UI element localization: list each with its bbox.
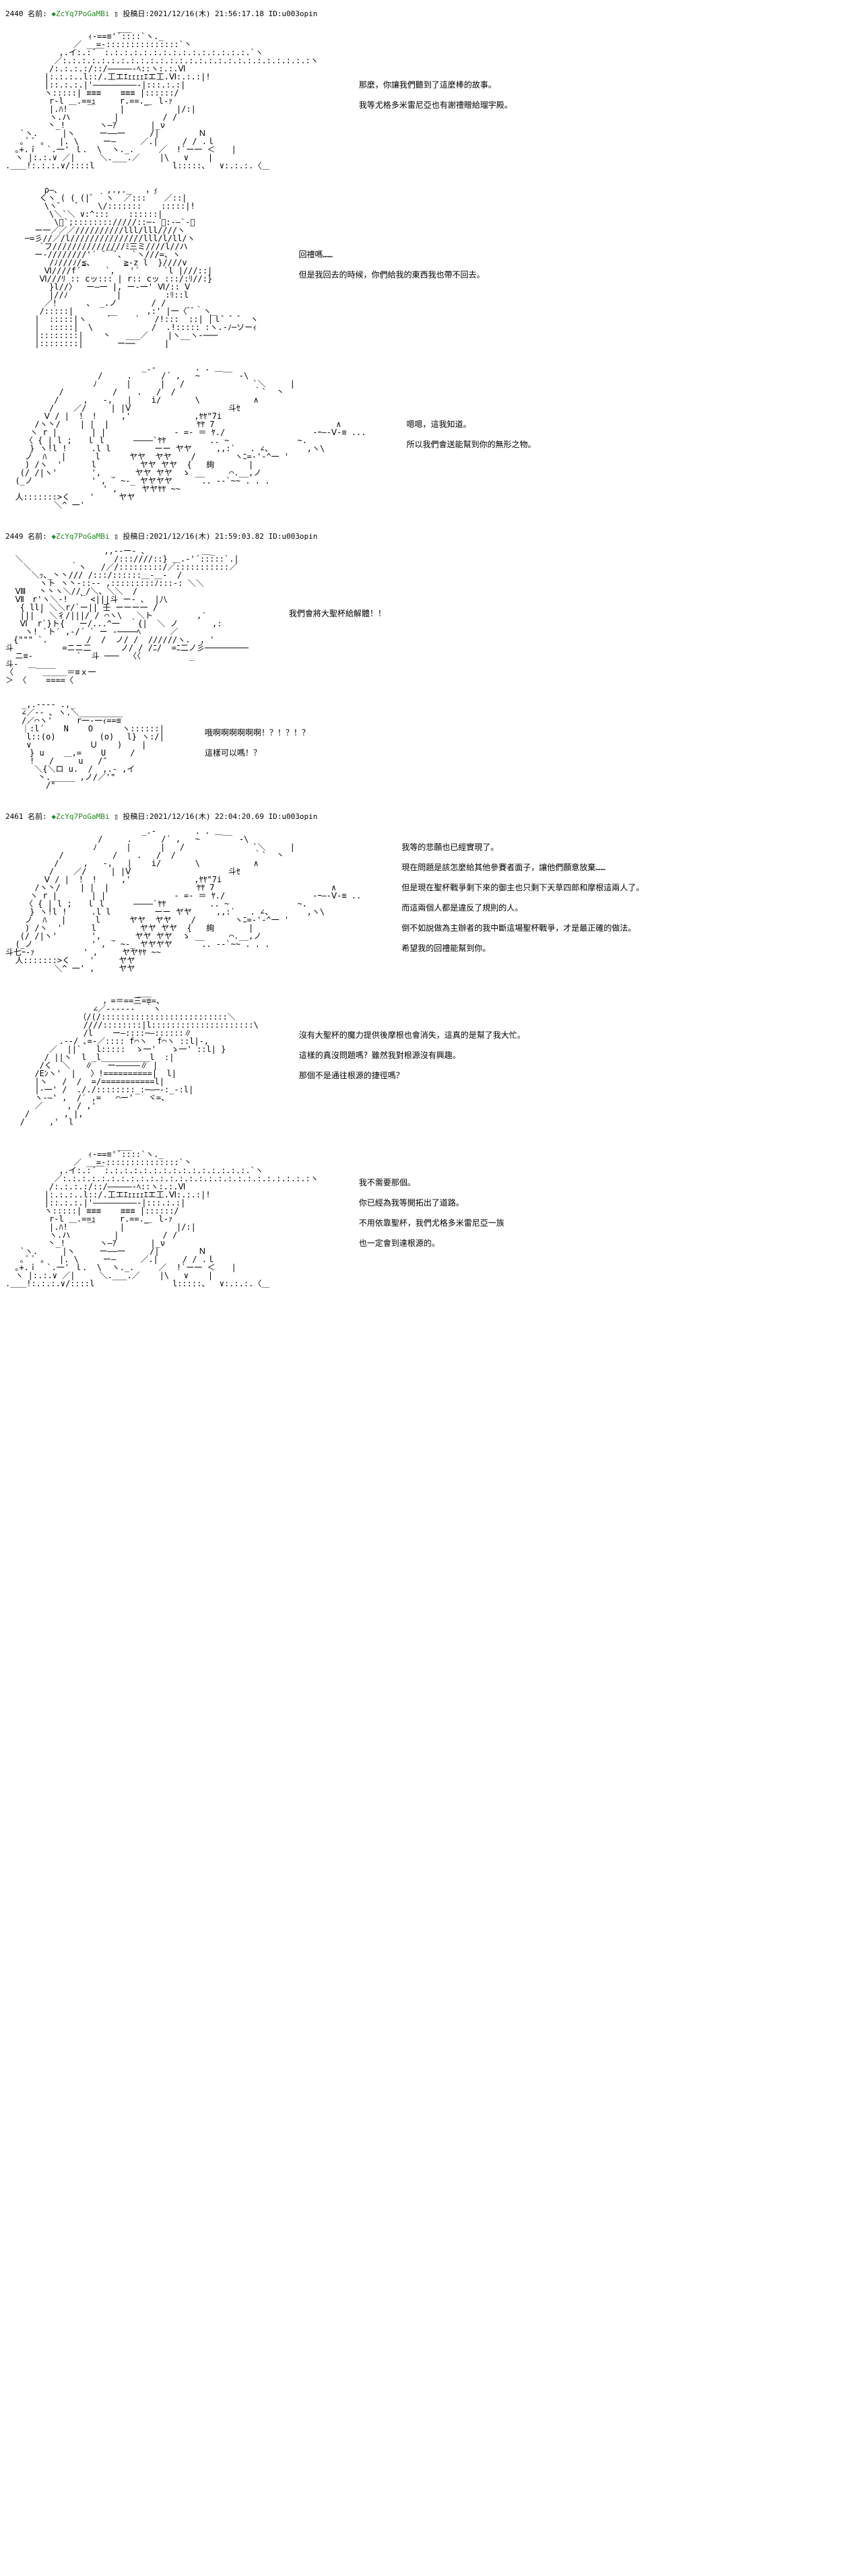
mail-icon: ▯ (114, 812, 119, 821)
ascii-art-ruu: _,.---- .,_ ∠／-- ､ ヽ.＼_________ /／⌒ヽ' r一… (5, 700, 164, 789)
id-label: ID: (269, 812, 282, 821)
panel-4: ,,--ー- ､ ＿_ ＼ /:::////::} ＿.-'´:::::`.| … (0, 544, 848, 698)
tripcode: ◆ZcYq7PoGaMBi (51, 532, 109, 541)
ascii-art-dalnic: ,,--ー- ､ ＿_ ＼ /:::////::} ＿.-'´:::::`.| … (5, 547, 249, 684)
ascii-art-dalnic: ___ ｨ-==≡'´::::`ヽ._ ／ __=-::::::::::::::… (5, 24, 319, 170)
dialogue-line: 沒有大聖杯的魔力提供後摩根也會消失，這真的是幫了我大忙。 (299, 1027, 525, 1043)
dialogue-line: 嗯嗯，這我知道。 (406, 416, 535, 432)
dialogue-1: 那麼，你讓我們聽到了這麼棒的故事。 我等尤格多米雷尼亞也有謝禮贈給瑠宇殿。 (359, 77, 513, 117)
post-id: u003opin (282, 812, 317, 821)
panel-6: _.- . . ＿__ / . /´ , ~ -\ ﾉ | | / `＼ | /… (0, 824, 848, 986)
date-label: 投稿日: (123, 9, 150, 18)
panel-8: ___ ｨ-==≡'´::::`ヽ._ ／ __=-::::::::::::::… (0, 1140, 848, 1301)
dialogue-5: 哦啊啊啊啊啊啊！？！？！？ 這樣可以嗎！？ (205, 725, 310, 765)
dialogue-line: 也一定會到達根源的。 (359, 1235, 504, 1251)
post-number: 2461 (5, 812, 24, 821)
dialogue-line: 這樣可以嗎！？ (205, 745, 310, 761)
dialogue-line: 哦啊啊啊啊啊啊！？！？！？ (205, 725, 310, 741)
post-date: 2021/12/16(木) 21:56:17.18 (150, 9, 264, 18)
ascii-art-dalnic: _.- . . ＿__ / . /´ , ~ -\ ﾉ | | / `＼ | /… (5, 827, 361, 972)
dialogue-3: 嗯嗯，這我知道。 所以我們會送能幫到你的無形之物。 (406, 416, 535, 457)
date-label: 投稿日: (123, 532, 150, 541)
dialogue-line: 倒不如說做為主辦者的我中斷這場聖杯戰爭，才是最正確的做法。 (401, 920, 644, 936)
panel-5: _,.---- .,_ ∠／-- ､ ヽ.＼_________ /／⌒ヽ' r一… (0, 698, 848, 803)
date-label: 投稿日: (123, 812, 150, 821)
post-header: 2440 名前: ◆ZcYq7PoGaMBi ▯ 投稿日:2021/12/16(… (0, 5, 848, 22)
panel-3: _.- . . ＿__ / . /´ , ~ -\ ﾉ | | / `＼ | /… (0, 361, 848, 523)
post-date: 2021/12/16(木) 22:04:20.69 (150, 812, 264, 821)
panel-1: ___ ｨ-==≡'´::::`ヽ._ ／ __=-::::::::::::::… (0, 22, 848, 183)
dialogue-line: 不用依靠聖杯，我們尤格多米雷尼亞一族 (359, 1215, 504, 1231)
id-label: ID: (269, 9, 282, 18)
ascii-art-ruu: ρ―､ ,.,._ ，ｨ くヽ ( ( (|゛｀ヽ ／::: ｀ ／::| \ヽ… (5, 186, 258, 348)
dialogue-line: 希望我的回禮能幫到你。 (401, 940, 644, 956)
name-label: 名前: (28, 812, 47, 821)
dialogue-line: 我等尤格多米雷尼亞也有謝禮贈給瑠宇殿。 (359, 97, 513, 113)
dialogue-line: 而這兩個人都是違反了規則的人。 (401, 900, 644, 916)
ascii-art-dalnic: _.- . . ＿__ / . /´ , ~ -\ ﾉ | | / `＼ | /… (5, 364, 366, 509)
mail-icon: ▯ (114, 532, 119, 541)
dialogue-line: 那麼，你讓我們聽到了這麼棒的故事。 (359, 77, 513, 93)
post-number: 2440 (5, 9, 24, 18)
post-header: 2461 名前: ◆ZcYq7PoGaMBi ▯ 投稿日:2021/12/16(… (0, 808, 848, 824)
dialogue-line: 這樣的真沒問題嗎？雖然我對根源沒有興趣。 (299, 1047, 525, 1063)
post-id: u003opin (282, 532, 317, 541)
tripcode: ◆ZcYq7PoGaMBi (51, 812, 109, 821)
dialogue-line: 所以我們會送能幫到你的無形之物。 (406, 436, 535, 453)
post-id: u003opin (282, 9, 317, 18)
name-label: 名前: (28, 9, 47, 18)
dialogue-line: 但是我回去的時候，你們給我的東西我也帶不回去。 (298, 267, 484, 283)
panel-7: ___ ，=＝==三=≡=、 ∠／------ ｀ヽ （/(/:::::::::… (0, 986, 848, 1140)
id-label: ID: (269, 532, 282, 541)
mail-icon: ▯ (114, 9, 119, 18)
dialogue-7: 沒有大聖杯的魔力提供後摩根也會消失，這真的是幫了我大忙。 這樣的真沒問題嗎？雖然… (299, 1027, 525, 1088)
dialogue-line: 但是現在聖杯戰爭剩下來的御主也只剩下天草四郎和摩根這兩人了。 (401, 880, 644, 896)
dialogue-line: 現在問題是該怎麼給其他參賽者面子，讓他們願意放棄…… (401, 859, 644, 876)
dialogue-line: 你已經為我等開拓出了道路。 (359, 1195, 504, 1211)
dialogue-2: 回禮嗎…… 但是我回去的時候，你們給我的東西我也帶不回去。 (298, 246, 484, 287)
ascii-art-dalnic: ___ ｨ-==≡'´::::`ヽ._ ／ __=-::::::::::::::… (5, 1142, 319, 1288)
name-label: 名前: (28, 532, 47, 541)
dialogue-4: 我們會將大聖杯給解體！！ (289, 605, 386, 626)
dialogue-line: 回禮嗎…… (298, 246, 484, 263)
post-number: 2449 (5, 532, 24, 541)
dialogue-line: 那個不是通往根源的捷徑嗎？ (299, 1067, 525, 1084)
ascii-art-ruu: ___ ，=＝==三=≡=、 ∠／------ ｀ヽ （/(/:::::::::… (5, 989, 259, 1126)
dialogue-8: 我不需要那個。 你已經為我等開拓出了道路。 不用依靠聖杯，我們尤格多米雷尼亞一族… (359, 1175, 504, 1255)
dialogue-line: 我不需要那個。 (359, 1175, 504, 1191)
panel-2: ρ―､ ,.,._ ，ｨ くヽ ( ( (|゛｀ヽ ／::: ｀ ／::| \ヽ… (0, 183, 848, 361)
dialogue-line: 我等的悲願也已經實現了。 (401, 839, 644, 855)
tripcode: ◆ZcYq7PoGaMBi (51, 9, 109, 18)
post-header: 2449 名前: ◆ZcYq7PoGaMBi ▯ 投稿日:2021/12/16(… (0, 528, 848, 544)
dialogue-6: 我等的悲願也已經實現了。 現在問題是該怎麼給其他參賽者面子，讓他們願意放棄…… … (401, 839, 644, 960)
dialogue-line: 我們會將大聖杯給解體！！ (289, 605, 386, 622)
post-date: 2021/12/16(木) 21:59:03.82 (150, 532, 264, 541)
